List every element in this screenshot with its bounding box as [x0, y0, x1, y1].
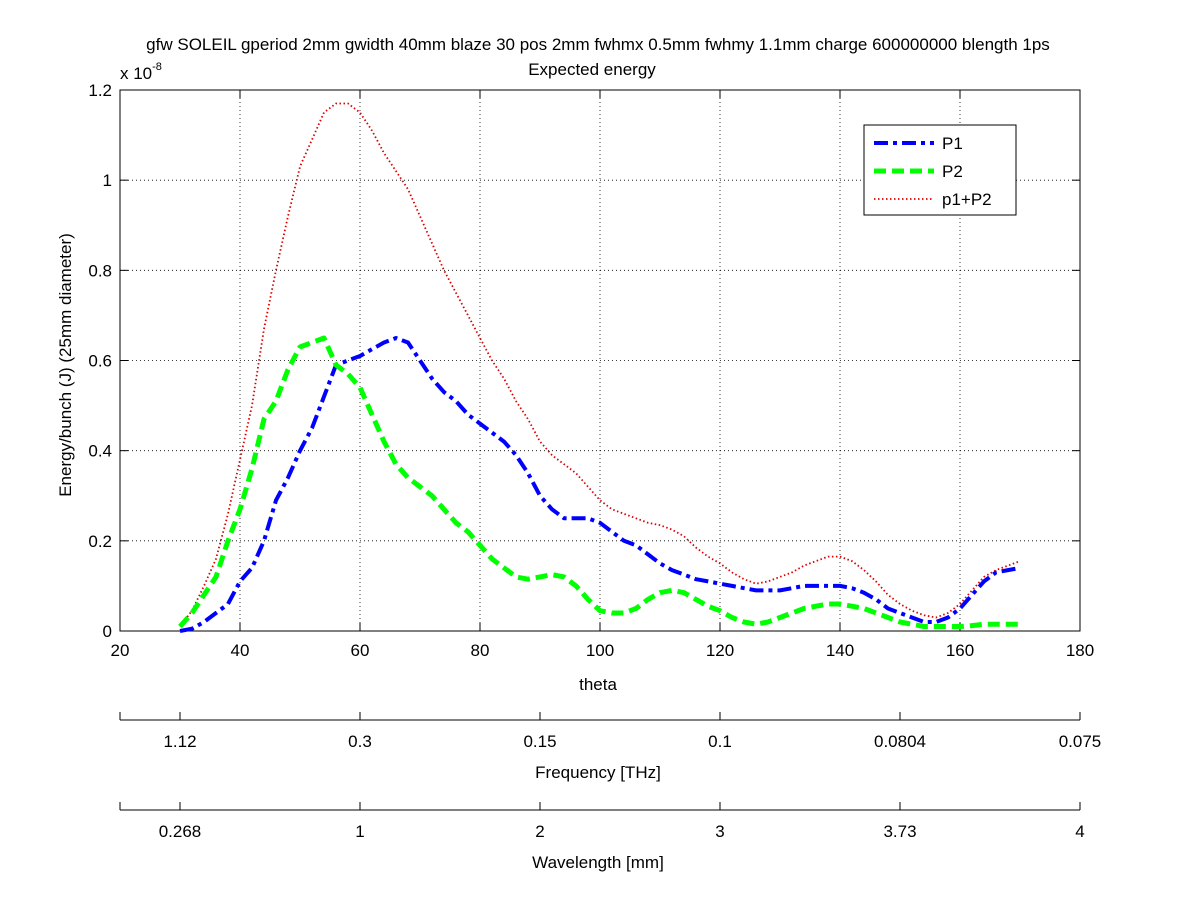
y-tick-label: 0.6 [88, 352, 112, 371]
legend-label: P1 [942, 134, 963, 153]
y-tick-label: 0.2 [88, 532, 112, 551]
y-axis-label: Energy/bunch (J) (25mm diameter) [56, 233, 75, 497]
series-line-p2 [178, 335, 1020, 629]
x-tick-label: 80 [471, 641, 490, 660]
legend-label: p1+P2 [942, 190, 992, 209]
y-multiplier: x 10-8 [120, 61, 162, 83]
x-tick-label: 160 [946, 641, 974, 660]
legend-box [863, 124, 1017, 216]
secondary-axis-label: Frequency [THz] [535, 763, 661, 782]
secondary-tick-label: 0.15 [523, 732, 556, 751]
y-tick-label: 1 [103, 171, 112, 190]
x-tick-label: 60 [351, 641, 370, 660]
secondary-tick-label: 3 [715, 822, 724, 841]
x-tick-label: 140 [826, 641, 854, 660]
secondary-tick-label: 3.73 [883, 822, 916, 841]
x-tick-label: 120 [706, 641, 734, 660]
x-tick-label: 100 [586, 641, 614, 660]
y-tick-label: 1.2 [88, 81, 112, 100]
x-tick-label: 180 [1066, 641, 1094, 660]
y-tick-label: 0.8 [88, 261, 112, 280]
secondary-tick-label: 0.1 [708, 732, 732, 751]
secondary-tick-label: 4 [1075, 822, 1084, 841]
x-tick-label: 20 [111, 641, 130, 660]
y-multiplier-exponent: -8 [152, 61, 162, 73]
secondary-tick-label: 0.0804 [874, 732, 926, 751]
secondary-axis-label: Wavelength [mm] [532, 853, 664, 872]
y-tick-label: 0 [103, 622, 112, 641]
x-tick-label: 40 [231, 641, 250, 660]
chart-subtitle: Expected energy [528, 60, 656, 79]
legend: P1 P2 p1+P2 [863, 124, 1017, 216]
secondary-tick-label: 0.268 [159, 822, 202, 841]
secondary-tick-label: 1.12 [163, 732, 196, 751]
x-axis-label: theta [579, 675, 617, 694]
secondary-axes: 1.12 0.3 0.15 0.1 0.0804 0.075 Frequency [THz]… [119, 712, 1102, 872]
secondary-tick-label: 0.3 [348, 732, 372, 751]
secondary-tick-label: 2 [535, 822, 544, 841]
y-multiplier-base: x 10 [120, 64, 152, 83]
secondary-tick-label: 0.075 [1059, 732, 1102, 751]
legend-label: P2 [942, 162, 963, 181]
plot-area: 20 40 60 80 100 120 140 160 180 0 0.2 0.4 0.6 0.8 1 1.2 [88, 81, 1094, 660]
series-line-p1 [179, 336, 1021, 633]
secondary-tick-label: 1 [355, 822, 364, 841]
y-tick-label: 0.4 [88, 442, 112, 461]
chart-title: gfw SOLEIL gperiod 2mm gwidth 40mm blaze… [146, 35, 1050, 54]
